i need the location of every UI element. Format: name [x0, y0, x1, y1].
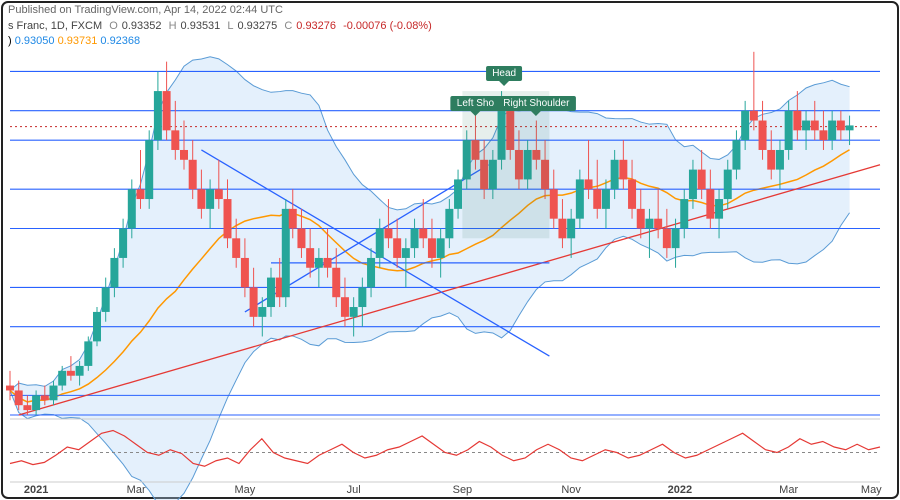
x-axis-label: Nov: [561, 484, 581, 496]
x-axis-label: May: [235, 484, 256, 496]
x-axis-label: Mar: [127, 484, 146, 496]
symbol-ohlc-line: s Franc, 1D, FXCM O0.93352 H0.93531 L0.9…: [8, 20, 436, 32]
pattern-label: Head: [486, 66, 522, 81]
x-axis-label: Sep: [453, 484, 473, 496]
bollinger-values-line: ) 0.93050 0.93731 0.92368: [8, 35, 140, 47]
x-axis-label: Jul: [347, 484, 361, 496]
x-axis-label: Mar: [779, 484, 798, 496]
x-axis-label: 2021: [24, 484, 48, 496]
chart-root[interactable]: Published on TradingView.com, Apr 14, 20…: [0, 0, 900, 500]
pattern-label: Right Shoulder: [497, 96, 575, 111]
x-axis-label: May: [861, 484, 882, 496]
chart-svg[interactable]: [0, 0, 900, 500]
pattern-label: Left Sho: [451, 96, 500, 111]
symbol-text: s Franc, 1D, FXCM: [8, 20, 102, 32]
x-axis-label: 2022: [668, 484, 692, 496]
